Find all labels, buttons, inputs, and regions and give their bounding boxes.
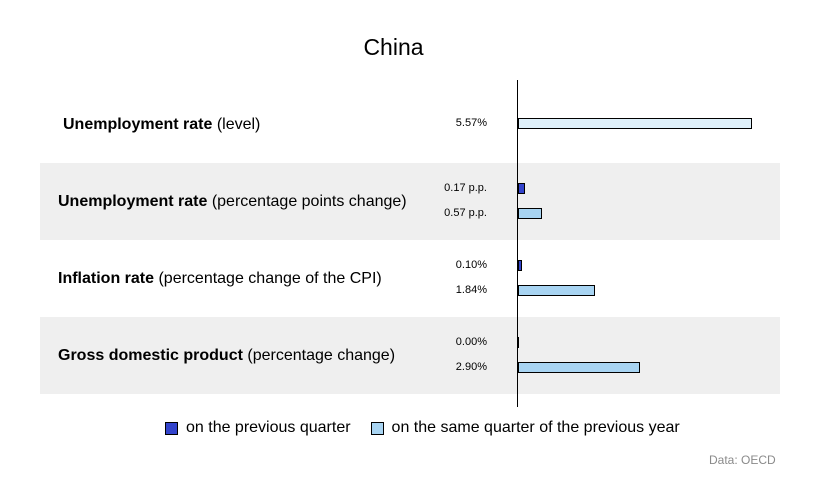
category-label-1: Unemployment rate (percentage points cha… bbox=[58, 193, 407, 211]
value-label-series0-row1: 0.17 p.p. bbox=[444, 182, 487, 194]
category-label-detail-1: (percentage points change) bbox=[207, 193, 407, 210]
value-label-series1-row2: 1.84% bbox=[455, 284, 487, 296]
zero-axis-line bbox=[517, 80, 518, 407]
legend-item-previous-year: on the same quarter of the previous year bbox=[370, 419, 680, 437]
value-label-series0-row2: 0.10% bbox=[455, 259, 487, 271]
bar-series1-row3 bbox=[518, 362, 640, 373]
bar-series1-row2 bbox=[518, 285, 596, 296]
value-label-series0-row3: 0.00% bbox=[455, 336, 487, 348]
legend-swatch-previous-year bbox=[370, 421, 384, 435]
bar-series1-row0 bbox=[518, 118, 752, 129]
source-note: Data: OECD bbox=[709, 453, 776, 467]
category-label-detail-2: (percentage change of the CPI) bbox=[154, 270, 382, 287]
row-band-1 bbox=[40, 163, 780, 240]
category-label-bold-2: Inflation rate bbox=[58, 270, 155, 287]
legend-label-previous-year: on the same quarter of the previous year bbox=[391, 419, 680, 436]
bar-series0-row1 bbox=[518, 183, 526, 194]
category-label-detail-3: (percentage change) bbox=[242, 347, 396, 364]
category-label-bold-3: Gross domestic product bbox=[58, 347, 243, 364]
category-label-2: Inflation rate (percentage change of the… bbox=[58, 270, 382, 288]
legend-item-previous-quarter: on the previous quarter bbox=[165, 419, 351, 437]
value-label-series1-row3: 2.90% bbox=[455, 361, 487, 373]
value-label-series1-row0: 5.57% bbox=[455, 117, 487, 129]
legend-label-previous-quarter: on the previous quarter bbox=[186, 419, 351, 436]
category-label-0: Unemployment rate (level) bbox=[63, 116, 260, 134]
value-label-series1-row1: 0.57 p.p. bbox=[444, 207, 487, 219]
bar-series1-row1 bbox=[518, 208, 542, 219]
category-label-bold-1: Unemployment rate bbox=[58, 193, 208, 210]
category-label-bold-0: Unemployment rate bbox=[63, 116, 213, 133]
category-label-3: Gross domestic product (percentage chang… bbox=[58, 347, 395, 365]
legend-swatch-previous-quarter bbox=[165, 421, 178, 435]
category-label-detail-0: (level) bbox=[212, 116, 261, 133]
bar-series0-row2 bbox=[518, 260, 523, 271]
row-band-3 bbox=[40, 317, 780, 394]
chart-title: China bbox=[363, 34, 424, 60]
bar-series0-row3 bbox=[518, 337, 519, 348]
legend: on the previous quarter on the same quar… bbox=[165, 419, 700, 437]
